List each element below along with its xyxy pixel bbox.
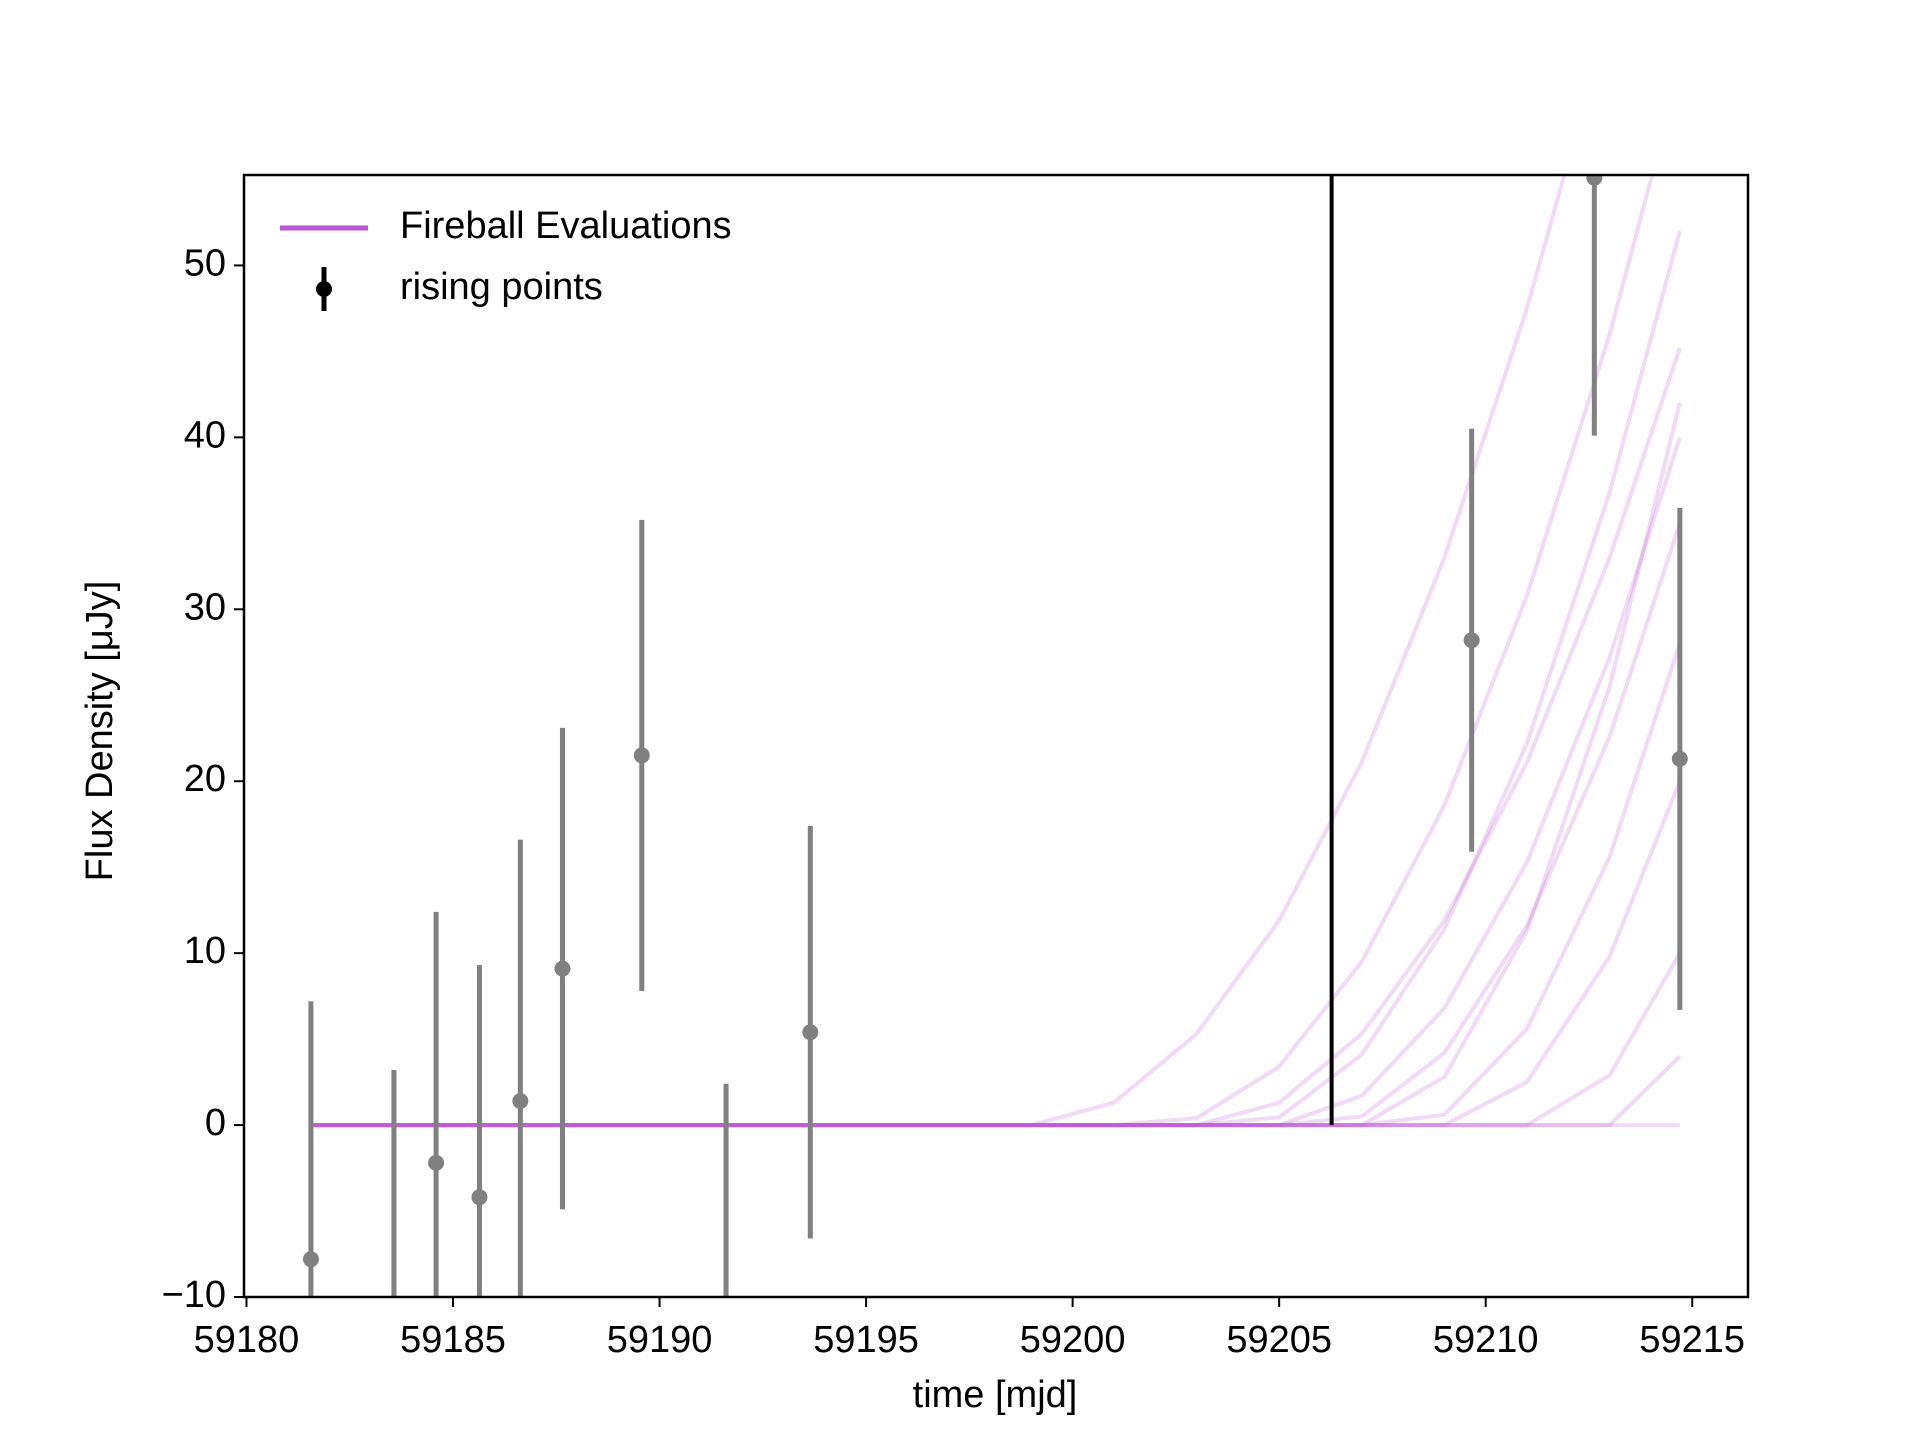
- fireball-curve: [312, 347, 1682, 1128]
- y-tick-label: 10: [184, 930, 226, 972]
- plot-area: [302, 175, 1688, 1339]
- x-tick-label: 59195: [813, 1319, 919, 1361]
- x-axis-label: time [mjd]: [913, 1374, 1078, 1416]
- y-tick-label: 30: [184, 586, 226, 628]
- fireball-curve: [312, 402, 1682, 1128]
- data-point: [718, 1323, 734, 1339]
- fireball-curve: [312, 643, 1682, 1128]
- data-point: [633, 747, 650, 764]
- x-tick-label: 59190: [607, 1319, 713, 1361]
- x-tick-label: 59185: [400, 1319, 506, 1361]
- fireball-curve: [312, 175, 1567, 1128]
- data-point: [1586, 175, 1603, 186]
- data-point: [802, 1024, 819, 1041]
- legend-label: Fireball Evaluations: [400, 205, 732, 247]
- x-tick-label: 59215: [1639, 1319, 1745, 1361]
- axes-frame: [242, 173, 1750, 1299]
- data-point: [1671, 750, 1688, 767]
- data-point: [302, 1251, 319, 1268]
- y-tick-label: 20: [184, 758, 226, 800]
- x-tick-label: 59210: [1433, 1319, 1539, 1361]
- fireball-curve: [312, 230, 1682, 1128]
- y-tick-label: 0: [205, 1102, 226, 1144]
- data-point: [1463, 632, 1480, 649]
- x-tick-label: 59200: [1020, 1319, 1126, 1361]
- data-point: [512, 1093, 529, 1110]
- legend-label: rising points: [400, 266, 603, 308]
- x-tick-label: 59180: [194, 1319, 300, 1361]
- legend: Fireball Evaluations rising points: [280, 205, 732, 311]
- fireball-curve: [312, 952, 1682, 1128]
- y-tick-label: 40: [184, 414, 226, 456]
- data-point: [471, 1189, 488, 1206]
- y-tick-label: 50: [184, 242, 226, 284]
- fireball-curve: [312, 175, 1655, 1128]
- data-point: [428, 1154, 445, 1171]
- x-tick-label: 59205: [1226, 1319, 1332, 1361]
- fireball-curve: [312, 1054, 1682, 1128]
- y-tick-label: −10: [162, 1274, 226, 1316]
- fireball-curve: [312, 436, 1682, 1128]
- fireball-curve: [312, 780, 1682, 1128]
- legend-marker: [316, 281, 332, 297]
- fireball-curve: [312, 522, 1682, 1128]
- data-point: [554, 960, 571, 977]
- y-axis-label: Flux Density [μJy]: [79, 581, 121, 882]
